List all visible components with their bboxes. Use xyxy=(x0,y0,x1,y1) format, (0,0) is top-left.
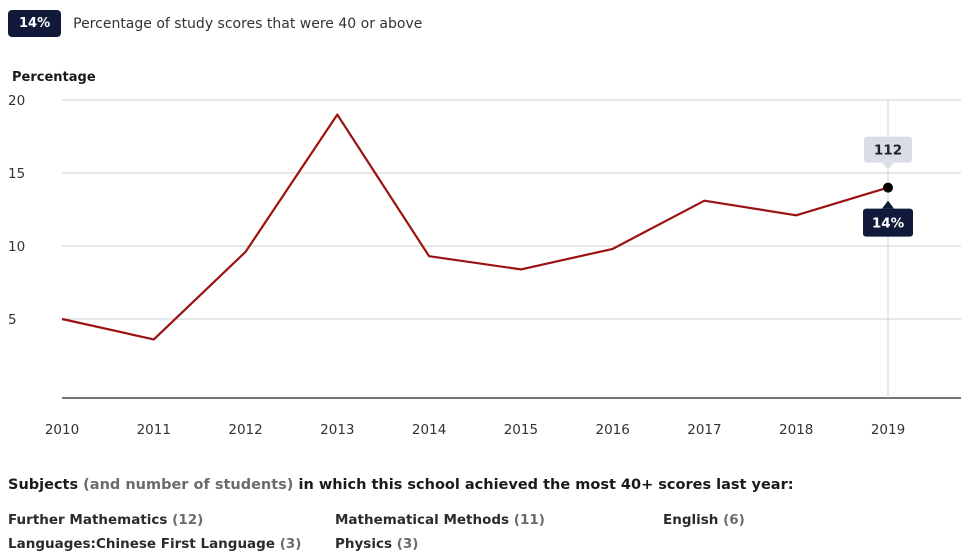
subjects-heading-end: in which this school achieved the most 4… xyxy=(298,477,794,493)
x-tick-label: 2017 xyxy=(687,422,721,438)
subject-count: (6) xyxy=(723,512,745,528)
chart-description: Percentage of study scores that were 40 … xyxy=(73,15,423,32)
y-tick-label: 20 xyxy=(8,93,25,109)
count-tooltip-pointer xyxy=(882,162,894,170)
subject-count: (3) xyxy=(396,536,419,552)
subject-count: (12) xyxy=(172,512,204,528)
data-point xyxy=(60,317,64,321)
value-tooltip-box xyxy=(863,208,913,237)
x-tick-label: 2015 xyxy=(504,422,538,438)
subjects-heading-start: Subjects xyxy=(8,477,79,493)
x-tick-label: 2014 xyxy=(412,422,446,438)
x-tick-label: 2010 xyxy=(45,422,79,438)
subject-item: English (6) xyxy=(663,512,745,528)
data-point xyxy=(335,113,339,117)
y-tick-label: 15 xyxy=(8,166,25,182)
y-axis-ticks: 5 10 15 20 xyxy=(8,93,25,328)
x-axis-ticks: 2010 2011 2012 2013 2014 2015 2016 2017 2018 2019 xyxy=(45,422,905,438)
data-point xyxy=(152,337,156,341)
y-tick-label: 10 xyxy=(8,239,25,255)
subject-name: Further Mathematics xyxy=(8,512,168,528)
x-tick-label: 2016 xyxy=(595,422,629,438)
x-tick-label: 2018 xyxy=(779,422,813,438)
subject-name: English xyxy=(663,512,719,528)
series-line xyxy=(61,113,889,341)
x-tick-label: 2011 xyxy=(137,422,171,438)
subject-item: Languages:Chinese First Language (3) xyxy=(8,536,301,552)
data-point xyxy=(427,254,431,258)
data-point xyxy=(519,267,523,271)
value-tooltip-pointer xyxy=(882,200,894,209)
subjects-heading-muted: (and number of students) xyxy=(83,477,294,493)
subject-count: (11) xyxy=(513,512,545,528)
count-tooltip-box xyxy=(864,136,912,163)
y-tick-label: 5 xyxy=(8,312,17,328)
data-point xyxy=(244,250,248,254)
subject-name: Languages:Chinese First Language xyxy=(8,536,275,552)
highlighted-point xyxy=(883,182,893,193)
x-tick-label: 2012 xyxy=(228,422,262,438)
subject-name: Mathematical Methods xyxy=(335,512,510,528)
subject-item: Further Mathematics (12) xyxy=(8,512,203,528)
subjects-heading: Subjects (and number of students) in whi… xyxy=(8,477,794,493)
value-tooltip-label: 14% xyxy=(872,216,905,232)
data-point xyxy=(611,247,615,251)
data-points xyxy=(60,113,890,342)
gridlines xyxy=(62,99,961,320)
chart-header: 14% Percentage of study scores that were… xyxy=(8,10,422,37)
subject-count: (3) xyxy=(279,536,302,552)
count-tooltip-label: 112 xyxy=(874,143,902,159)
highlight-tooltip: 112 14% xyxy=(863,136,913,237)
y-axis-label: Percentage xyxy=(12,70,96,85)
x-tick-label: 2019 xyxy=(871,422,905,438)
x-tick-label: 2013 xyxy=(320,422,354,438)
subject-name: Physics xyxy=(335,536,393,552)
data-point xyxy=(794,213,798,217)
subject-item: Mathematical Methods (11) xyxy=(335,512,545,528)
subject-item: Physics (3) xyxy=(335,536,418,552)
data-point xyxy=(702,199,706,203)
current-value-badge: 14% xyxy=(8,10,62,37)
